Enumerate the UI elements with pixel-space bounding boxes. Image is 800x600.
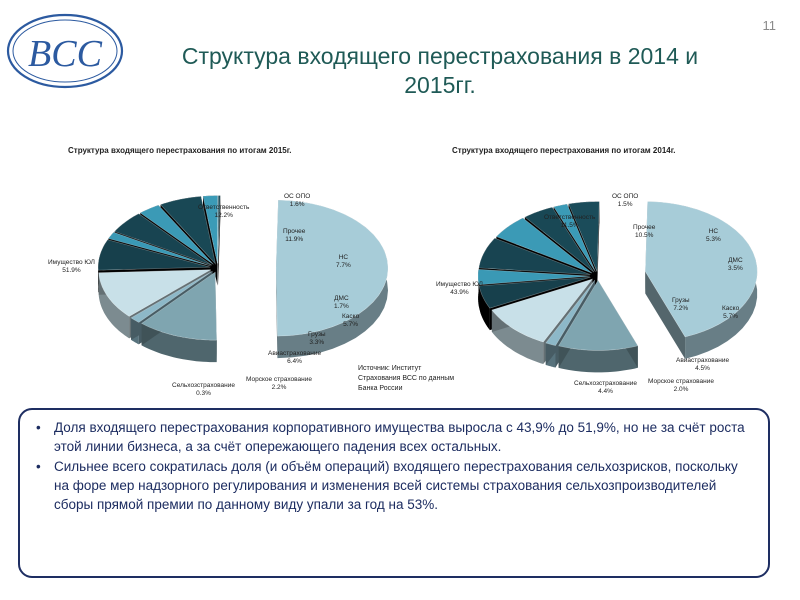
lbl-2014-marine: Морское страхование 2.0% [648, 378, 714, 393]
pie-slice-5 [107, 231, 211, 267]
pie-slice-9 [202, 195, 219, 264]
summary-list: Доля входящего перестрахования корпорати… [32, 418, 756, 514]
pie-slice-0 [275, 199, 389, 337]
pie-slice-side [98, 272, 130, 339]
pie-slice-wall [545, 280, 595, 365]
page-number: 11 [762, 18, 777, 33]
source-note: Источник: Институт Страхования ВСС по да… [358, 365, 455, 392]
lbl-2015-agro: Сельхозстрахование 0.3% [172, 382, 235, 397]
pie-slice-3 [98, 269, 211, 317]
lbl-2015-aviation: Авиастрахование 6.4% [268, 350, 322, 365]
summary-box: Доля входящего перестрахования корпорати… [18, 408, 770, 578]
lbl-2015-dms: ДМС 1.7% [334, 295, 349, 310]
pie-slice-1 [141, 271, 218, 341]
pie-slice-wall [218, 195, 221, 286]
pie-slice-wall [597, 201, 600, 294]
pie-slice-3 [491, 278, 594, 343]
lbl-2014-agro: Сельхозстрахование 4.4% [574, 380, 637, 395]
lbl-2015-marine: Морское страхование 2.2% [246, 376, 312, 391]
lbl-2015-cargo: Грузы 3.3% [308, 331, 326, 346]
pie-slice-9 [553, 203, 596, 272]
lbl-2014-casco: Каско 5.7% [722, 305, 740, 320]
page-title-line2: 2015гг. [404, 72, 476, 98]
page-title-line1: Структура входящего перестрахования в 20… [181, 43, 699, 69]
pie-slice-7 [495, 217, 593, 274]
pie-2014 [477, 201, 758, 373]
chart-2015-title: Структура входящего перестрахования по и… [68, 146, 292, 155]
lbl-2014-dms: ДМС 3.5% [728, 257, 743, 272]
pie-slice-side [141, 323, 217, 363]
pie-slice-10 [217, 195, 221, 264]
pie-slice-side [558, 345, 638, 373]
pie-slice-wall [275, 268, 278, 359]
pie-slice-2 [545, 279, 596, 346]
pie-slice-4 [97, 239, 211, 271]
lbl-2014-property: Имущество ЮЛ 43.9% [436, 281, 483, 296]
pie-slice-1 [558, 279, 639, 351]
page-title: Структура входящего перестрахования в 20… [150, 42, 730, 100]
lbl-2014-ns: НС 5.3% [706, 228, 721, 243]
lbl-2014-cargo: Грузы 7.2% [672, 297, 690, 312]
pie-slice-0 [644, 201, 758, 338]
lbl-2015-other: Прочее 11.9% [283, 228, 306, 243]
chart-2014-title: Структура входящего перестрахования по и… [452, 146, 676, 155]
pie-slice-5 [477, 269, 591, 286]
lbl-2014-aviation: Авиастрахование 4.5% [676, 357, 730, 372]
lbl-2015-os-opo: ОС ОПО 1.6% [284, 193, 311, 208]
pie-2015 [97, 195, 389, 363]
lbl-2014-os-opo: ОС ОПО 1.5% [612, 193, 639, 208]
pie-slice-2 [130, 270, 213, 323]
lbl-2015-casco: Каско 5.7% [342, 313, 360, 328]
lbl-2014-liability: Ответственность 11.5% [544, 214, 596, 229]
company-logo: BCC [4, 10, 126, 92]
pie-slice-8 [524, 206, 595, 273]
summary-bullet-2: Сильнее всего сократилась доля (и объём … [36, 457, 756, 514]
pie-slice-wall [645, 271, 686, 359]
pie-slice-6 [114, 213, 212, 266]
logo-text: BCC [28, 33, 103, 75]
pie-slice-6 [478, 237, 591, 275]
summary-bullet-1: Доля входящего перестрахования корпорати… [36, 418, 756, 456]
pie-slice-10 [568, 201, 600, 272]
pie-slice-4 [478, 276, 591, 309]
pie-charts [97, 195, 758, 373]
pie-slice-8 [159, 196, 216, 265]
lbl-2015-property: Имущество ЮЛ 51.9% [48, 259, 95, 274]
lbl-2015-liability: Ответственность 12.2% [198, 204, 250, 219]
pie-slice-7 [139, 204, 214, 265]
lbl-2015-ns: НС 7.7% [336, 254, 351, 269]
lbl-2014-other: Прочее 10.5% [633, 224, 656, 239]
